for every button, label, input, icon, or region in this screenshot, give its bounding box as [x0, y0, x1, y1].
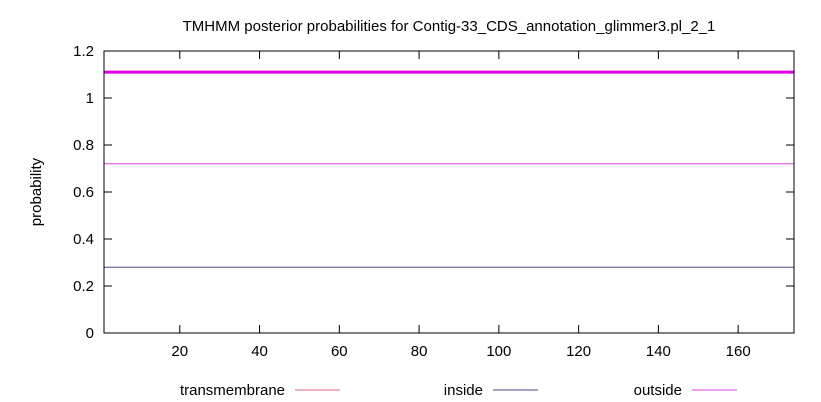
x-tick-label: 100	[486, 343, 511, 360]
x-tick-label: 20	[171, 343, 188, 360]
y-tick-label: 0.8	[73, 137, 94, 154]
x-tick-label: 80	[411, 343, 428, 360]
x-tick-label: 120	[566, 343, 591, 360]
chart-title: TMHMM posterior probabilities for Contig…	[183, 18, 716, 35]
x-tick-label: 160	[726, 343, 751, 360]
y-tick-label: 1.2	[73, 43, 94, 60]
x-axis-ticks: 20 40 60 80 100 120 140 160	[171, 51, 751, 360]
y-axis-ticks: 0 0.2 0.4 0.6 0.8 1 1.2	[73, 43, 794, 342]
y-tick-label: 0.2	[73, 278, 94, 295]
legend: transmembrane inside outside	[180, 382, 737, 399]
plot-lines	[104, 70, 794, 334]
x-tick-label: 140	[646, 343, 671, 360]
x-tick-label: 40	[251, 343, 268, 360]
y-tick-label: 0.4	[73, 231, 94, 248]
legend-label-transmembrane: transmembrane	[180, 382, 285, 399]
x-tick-label: 60	[331, 343, 348, 360]
legend-label-inside: inside	[444, 382, 483, 399]
y-tick-label: 0.6	[73, 184, 94, 201]
y-tick-label: 1	[86, 90, 94, 107]
plot-frame	[103, 50, 795, 334]
legend-label-outside: outside	[634, 382, 682, 399]
y-axis-label: probability	[28, 157, 45, 226]
y-tick-label: 0	[86, 325, 94, 342]
